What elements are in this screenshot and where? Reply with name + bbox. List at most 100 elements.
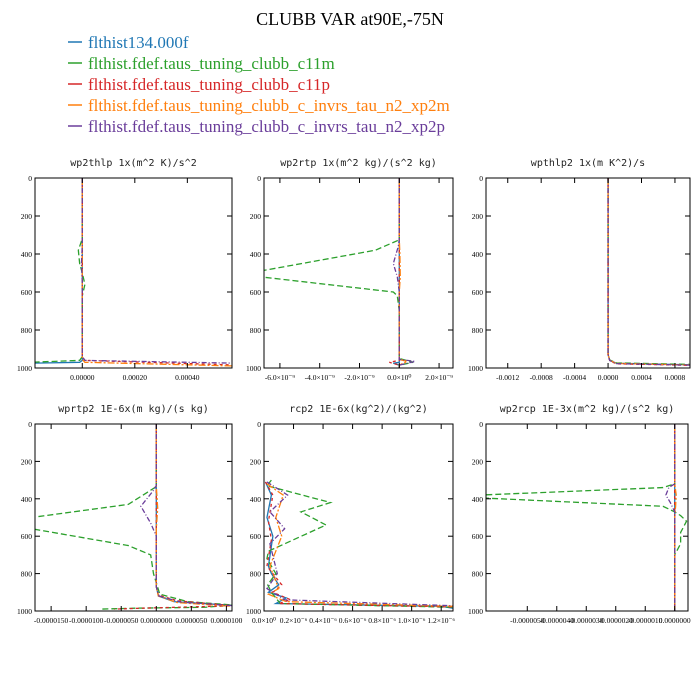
ytick-label-5-2: 400 [472,495,484,504]
series-group-1 [264,178,416,368]
ytick-label-0-5: 1000 [17,364,32,373]
ytick-label-2-0: 0 [479,174,483,183]
legend-label-0: flthist134.000f [88,33,189,52]
series-line-3-2 [114,424,232,610]
panel-title-3: wprtp2 1E-6x(m kg)/(s kg) [58,404,209,415]
ytick-label-0-0: 0 [28,174,32,183]
series-line-3-4 [140,424,232,607]
ytick-label-4-0: 0 [257,420,261,429]
series-line-1-0 [393,178,400,368]
figure-title: CLUBB VAR at90E,-75N [256,9,444,29]
ytick-label-2-4: 800 [472,326,484,335]
series-line-3-0 [155,424,232,606]
xtick-label-4-1: 0.2×10⁻⁶ [280,616,308,625]
ytick-label-2-1: 200 [472,212,484,221]
series-line-2-1 [607,178,690,366]
ytick-label-2-5: 1000 [468,364,483,373]
ytick-label-3-3: 600 [21,532,33,541]
legend-label-2: flthist.fdef.taus_tuning_clubb_c11p [88,75,330,94]
panel-title-4: rcp2 1E-6x(kg^2)/(kg^2) [289,404,427,415]
xtick-label-4-0: 0.0×10⁰ [252,616,276,625]
plot-frame-4 [263,423,454,612]
chart-panel-1: wp2rtp 1x(m^2 kg)/(s^2 kg) 0 200 400 600 800 1… [246,158,454,382]
xtick-label-1-1: -4.0×10⁻⁹ [305,373,336,382]
series-line-5-3 [674,424,677,611]
chart-panel-2: wpthlp2 1x(m K^2)/s 0 200 400 600 800 1000 -0.0… [468,158,691,382]
legend: flthist134.000f flthist.fdef.taus_tuning_… [68,33,450,136]
xtick-label-5-1: -0.0000040 [540,616,575,625]
xtick-label-4-3: 0.6×10⁻⁶ [339,616,367,625]
xtick-label-0-0: 0.00000 [70,373,95,382]
series-line-0-3 [81,178,232,367]
series-line-5-1 [486,424,688,611]
legend-label-1: flthist.fdef.taus_tuning_clubb_c11m [88,54,335,73]
series-line-1-3 [398,178,410,368]
panel-title-0: wp2thlp 1x(m^2 K)/s^2 [70,158,196,169]
xtick-label-2-4: 0.0004 [631,373,652,382]
ytick-label-5-4: 800 [472,570,484,579]
series-line-0-1 [35,178,86,363]
xtick-label-3-2: -0.0000050 [104,616,139,625]
series-line-3-3 [155,424,232,607]
xtick-label-1-2: -2.0×10⁻⁹ [344,373,375,382]
xtick-label-2-0: -0.0012 [496,373,519,382]
chart-panel-0: wp2thlp 1x(m^2 K)/s^2 0 200 400 600 800 1000 0.… [17,158,233,382]
ytick-label-0-2: 400 [21,250,33,259]
ytick-label-1-5: 1000 [246,364,261,373]
series-line-3-1 [35,424,232,610]
xtick-label-0-1: 0.00020 [123,373,148,382]
panel-title-5: wp2rcp 1E-3x(m^2 kg)/(s^2 kg) [500,404,675,415]
ytick-label-1-1: 200 [250,212,262,221]
xtick-label-4-4: 0.8×10⁻⁶ [368,616,396,625]
ytick-label-1-4: 800 [250,326,262,335]
ytick-label-2-3: 600 [472,288,484,297]
ytick-label-4-3: 600 [250,532,262,541]
chart-panel-5: wp2rcp 1E-3x(m^2 kg)/(s^2 kg) 0 200 400 600 8… [468,404,691,625]
ytick-label-5-1: 200 [472,457,484,466]
series-line-4-0 [264,481,453,609]
plot-frame-0 [34,177,233,369]
series-line-0-2 [81,178,232,366]
chart-panel-4: rcp2 1E-6x(kg^2)/(kg^2) 0 200 400 600 800 1000… [246,404,455,625]
ytick-label-2-2: 400 [472,250,484,259]
xtick-label-5-4: -0.0000010 [628,616,663,625]
ytick-label-4-4: 800 [250,570,262,579]
legend-label-3: flthist.fdef.taus_tuning_clubb_c_invrs_t… [88,96,450,115]
ytick-label-1-2: 400 [250,250,262,259]
series-line-2-3 [607,178,690,366]
ytick-label-3-2: 400 [21,495,33,504]
xtick-label-5-2: -0.0000030 [569,616,604,625]
ytick-label-0-4: 800 [21,326,33,335]
xtick-label-3-1: -0.0000100 [69,616,104,625]
series-line-4-2 [264,481,453,608]
series-group-4 [264,479,453,609]
xtick-label-3-3: 0.0000000 [140,616,172,625]
ytick-label-0-1: 200 [21,212,33,221]
series-group-3 [35,424,232,610]
series-group-5 [486,424,688,611]
ytick-label-4-1: 200 [250,457,262,466]
series-line-1-2 [389,178,400,368]
xtick-label-1-0: -6.0×10⁻⁹ [265,373,296,382]
xtick-label-4-2: 0.4×10⁻⁶ [309,616,337,625]
series-line-2-4 [607,178,690,366]
ytick-label-1-3: 600 [250,288,262,297]
legend-label-4: flthist.fdef.taus_tuning_clubb_c_invrs_t… [88,117,445,136]
xtick-label-5-5: 0.0000000 [659,616,691,625]
plot-frame-3 [34,423,233,612]
series-line-1-1 [264,178,414,368]
ytick-label-5-3: 600 [472,532,484,541]
series-line-4-1 [265,479,453,608]
series-line-0-0 [35,178,83,364]
ytick-label-4-2: 400 [250,495,262,504]
xtick-label-2-2: -0.0004 [563,373,586,382]
panel-title-2: wpthlp2 1x(m K^2)/s [531,158,645,169]
ytick-label-1-0: 0 [257,174,261,183]
xtick-label-2-1: -0.0008 [530,373,553,382]
series-group-0 [35,178,232,367]
series-line-0-4 [80,178,232,364]
xtick-label-2-5: 0.0008 [665,373,686,382]
ytick-label-3-0: 0 [28,420,32,429]
series-line-2-0 [607,178,690,366]
